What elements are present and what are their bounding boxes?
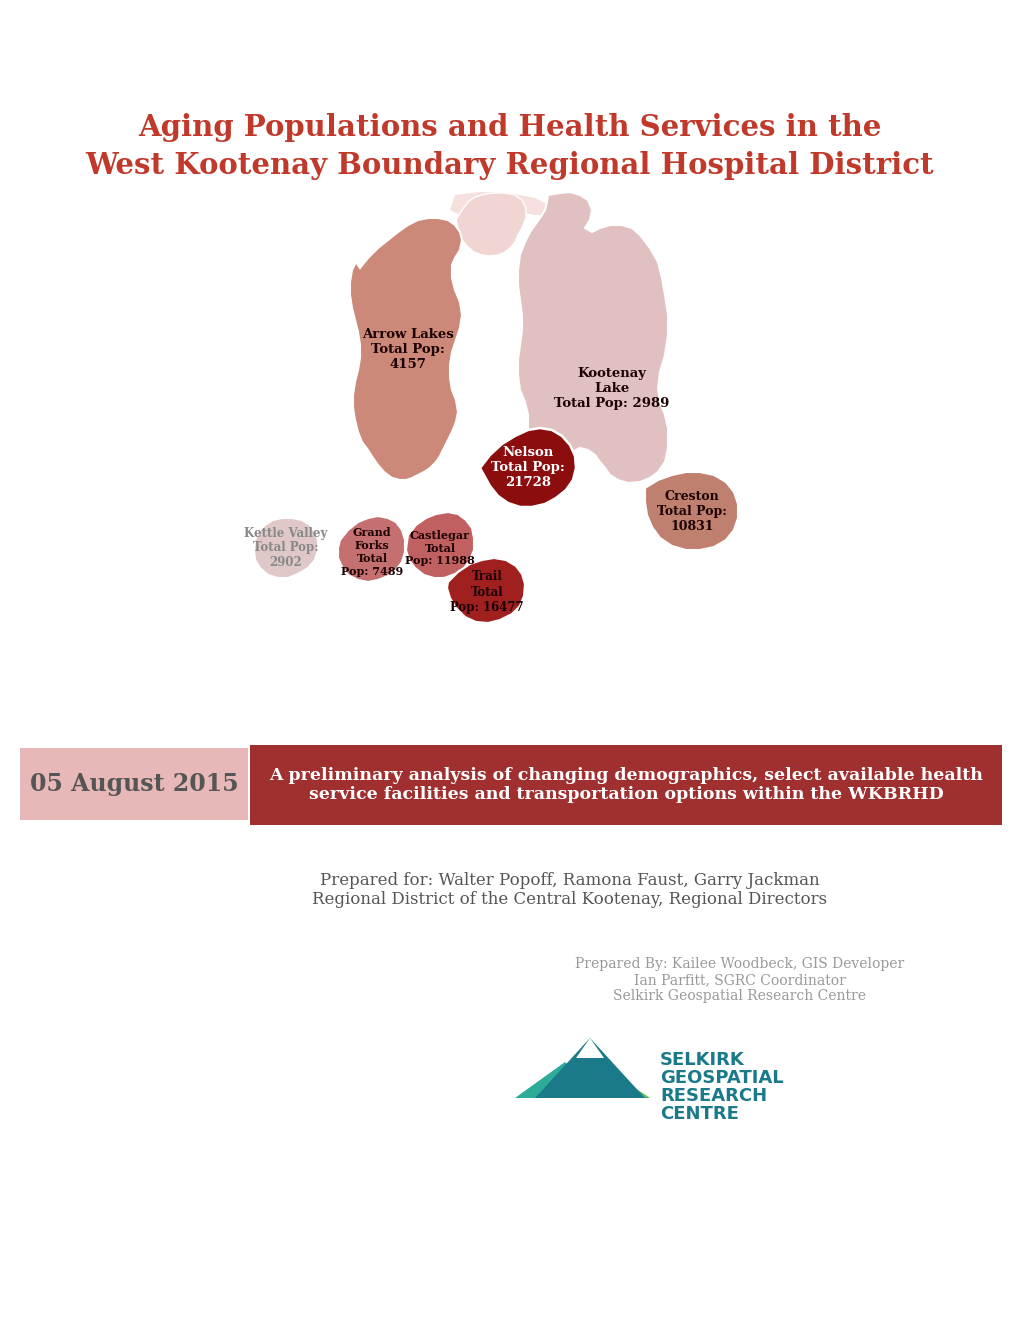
Text: Trail
Total
Pop: 16477: Trail Total Pop: 16477 [449, 570, 524, 614]
Text: A preliminary analysis of changing demographics, select available health
service: A preliminary analysis of changing demog… [269, 767, 982, 804]
Polygon shape [446, 558, 525, 623]
Polygon shape [254, 517, 318, 578]
Text: Castlegar
Total
Pop: 11988: Castlegar Total Pop: 11988 [405, 529, 475, 566]
Text: CENTRE: CENTRE [659, 1105, 738, 1123]
Text: Kootenay
Lake
Total Pop: 2989: Kootenay Lake Total Pop: 2989 [553, 367, 669, 409]
Bar [250, 744, 1001, 825]
Text: GEOSPATIAL: GEOSPATIAL [659, 1069, 783, 1086]
Polygon shape [337, 516, 405, 582]
Polygon shape [455, 193, 526, 256]
Text: Prepared for: Walter Popoff, Ramona Faust, Garry Jackman
Regional District of th: Prepared for: Walter Popoff, Ramona Faus… [312, 871, 826, 908]
Text: Nelson
Total Pop:
21728: Nelson Total Pop: 21728 [490, 446, 565, 490]
Text: Aging Populations and Health Services in the: Aging Populations and Health Services in… [139, 112, 880, 141]
Polygon shape [518, 191, 667, 483]
Text: Arrow Lakes
Total Pop:
4157: Arrow Lakes Total Pop: 4157 [362, 329, 453, 371]
Text: Grand
Forks
Total
Pop: 7489: Grand Forks Total Pop: 7489 [340, 527, 403, 577]
Polygon shape [449, 191, 547, 215]
Text: RESEARCH: RESEARCH [659, 1086, 766, 1105]
Polygon shape [576, 1038, 603, 1059]
Polygon shape [585, 1068, 649, 1098]
Bar [20, 748, 248, 820]
Polygon shape [350, 218, 462, 480]
Text: Creston
Total Pop:
10831: Creston Total Pop: 10831 [656, 491, 727, 533]
Polygon shape [535, 1038, 644, 1098]
Polygon shape [515, 1063, 599, 1098]
Text: Prepared By: Kailee Woodbeck, GIS Developer
Ian Parfitt, SGRC Coordinator
Selkir: Prepared By: Kailee Woodbeck, GIS Develo… [575, 957, 904, 1003]
Text: Kettle Valley
Total Pop:
2902: Kettle Valley Total Pop: 2902 [245, 527, 327, 569]
Polygon shape [644, 473, 738, 550]
Polygon shape [480, 428, 576, 507]
Text: West Kootenay Boundary Regional Hospital District: West Kootenay Boundary Regional Hospital… [86, 150, 933, 180]
Text: 05 August 2015: 05 August 2015 [30, 772, 238, 796]
Text: SELKIRK: SELKIRK [659, 1051, 744, 1069]
Polygon shape [406, 512, 474, 578]
